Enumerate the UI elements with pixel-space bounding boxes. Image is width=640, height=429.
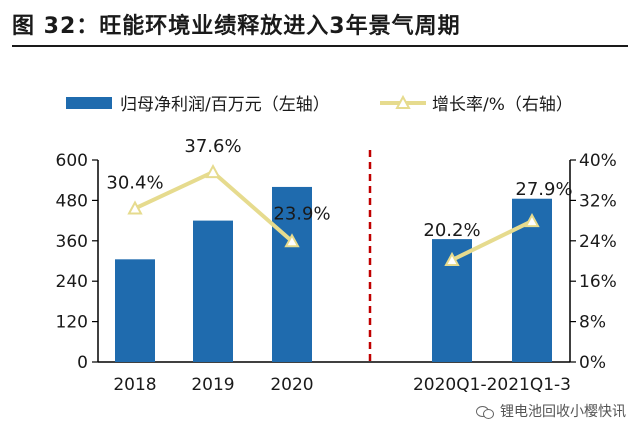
legend-swatch-bar [66,97,112,109]
y-left-tick-label: 600 [56,151,88,171]
bar-2019 [193,220,233,362]
growth-data-label-2021Q1-3: 27.9% [515,179,572,200]
y-left-tick-label: 480 [56,191,88,211]
y-right-tick-label: 8% [579,313,606,333]
watermark: 锂电池回收小樱快讯 [476,401,626,421]
y-left-tick-label: 0 [77,353,88,373]
bar-2018 [115,259,155,362]
x-tick-label: 2020 [270,375,313,395]
y-right-tick-label: 16% [579,272,617,292]
x-tick-label: 2018 [113,375,156,395]
x-tick-label: 2020Q1-2021Q1-3 [413,375,571,395]
legend-label-bar: 归母净利润/百万元（左轴） [120,95,330,115]
y-left-tick-label: 240 [56,272,88,292]
watermark-text: 锂电池回收小樱快讯 [500,404,626,420]
figure-title: 图 32：旺能环境业绩释放进入3年景气周期 [12,14,461,39]
y-right-tick-label: 40% [579,151,617,171]
x-tick-label: 2019 [191,375,234,395]
wechat-icon [476,404,494,419]
growth-data-label-2019: 37.6% [184,136,241,157]
growth-data-label-2020: 23.9% [273,203,330,224]
y-right-tick-label: 32% [579,191,617,211]
figure-title-bar: 图 32：旺能环境业绩释放进入3年景气周期 [0,0,640,47]
growth-marker-2019 [205,164,221,179]
growth-data-label-2018: 30.4% [106,172,163,193]
legend-marker-triangle [395,94,411,109]
growth-data-label-2020Q1-3: 20.2% [423,220,480,241]
growth-marker-2018 [127,200,143,215]
y-left-tick-label: 120 [56,313,88,333]
growth-marker-2020Q1-3 [444,251,460,266]
y-right-tick-label: 24% [579,232,617,252]
growth-line-segment-2 [451,219,533,262]
title-underline [12,45,628,47]
y-right-tick-label: 0% [579,353,606,373]
growth-marker-2020 [284,233,300,248]
legend-label-line: 增长率/%（右轴） [432,95,573,115]
growth-marker-2021Q1-3 [524,213,540,228]
bar-2020 [272,186,312,362]
y-left-tick-label: 360 [56,232,88,252]
